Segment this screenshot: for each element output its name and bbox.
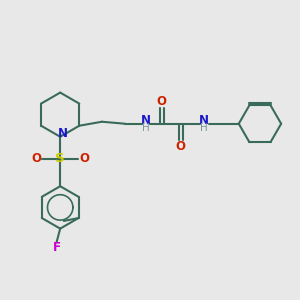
Text: H: H [200, 122, 208, 133]
Text: H: H [142, 123, 150, 133]
Text: O: O [31, 152, 41, 165]
Text: F: F [53, 241, 61, 254]
Text: N: N [199, 114, 209, 127]
Text: S: S [56, 152, 65, 165]
Text: O: O [157, 94, 166, 107]
Text: N: N [58, 127, 68, 140]
Text: O: O [176, 140, 186, 153]
Text: N: N [141, 114, 151, 127]
Text: O: O [79, 152, 89, 165]
